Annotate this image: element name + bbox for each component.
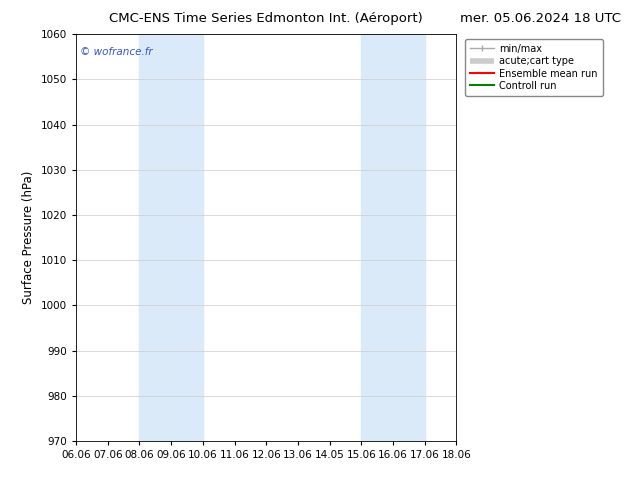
Text: mer. 05.06.2024 18 UTC: mer. 05.06.2024 18 UTC: [460, 12, 621, 25]
Text: © wofrance.fr: © wofrance.fr: [80, 47, 153, 56]
Bar: [139, 34, 203, 441]
Bar: [361, 34, 425, 441]
Legend: min/max, acute;cart type, Ensemble mean run, Controll run: min/max, acute;cart type, Ensemble mean …: [465, 39, 602, 96]
Y-axis label: Surface Pressure (hPa): Surface Pressure (hPa): [22, 171, 36, 304]
Text: CMC-ENS Time Series Edmonton Int. (Aéroport): CMC-ENS Time Series Edmonton Int. (Aérop…: [110, 12, 423, 25]
